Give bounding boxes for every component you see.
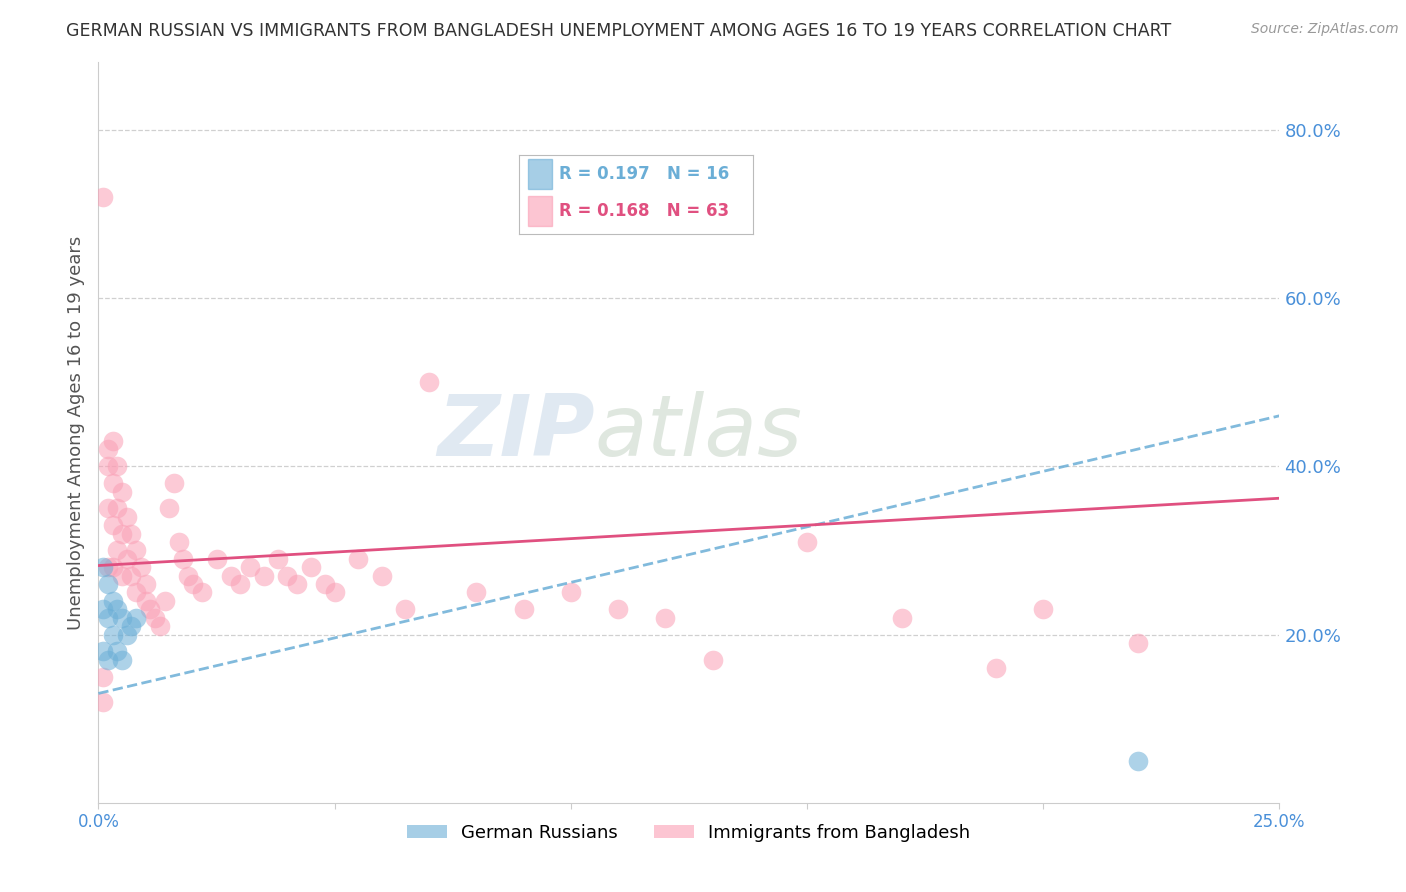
Point bbox=[299, 560, 322, 574]
Point bbox=[91, 560, 114, 574]
Point bbox=[418, 375, 440, 389]
Y-axis label: Unemployment Among Ages 16 to 19 years: Unemployment Among Ages 16 to 19 years bbox=[66, 235, 84, 630]
Text: R = 0.197   N = 16: R = 0.197 N = 16 bbox=[558, 165, 730, 183]
Point bbox=[129, 560, 152, 574]
Text: atlas: atlas bbox=[595, 391, 803, 475]
Bar bbox=[529, 196, 551, 227]
Point bbox=[91, 602, 114, 616]
Point bbox=[167, 535, 190, 549]
Point bbox=[101, 560, 124, 574]
Point bbox=[91, 190, 114, 204]
Point bbox=[347, 551, 370, 566]
Point bbox=[205, 551, 228, 566]
Point bbox=[607, 602, 630, 616]
Point bbox=[654, 610, 676, 624]
Point bbox=[115, 509, 138, 524]
Point bbox=[1032, 602, 1054, 616]
Point bbox=[314, 577, 336, 591]
Legend: German Russians, Immigrants from Bangladesh: German Russians, Immigrants from Banglad… bbox=[401, 817, 977, 849]
Point bbox=[101, 434, 124, 448]
Point bbox=[153, 594, 176, 608]
Point bbox=[135, 577, 157, 591]
Point bbox=[101, 518, 124, 533]
Point bbox=[163, 476, 186, 491]
Point bbox=[229, 577, 252, 591]
Point bbox=[285, 577, 308, 591]
Point bbox=[105, 543, 128, 558]
Point bbox=[101, 594, 124, 608]
Point bbox=[105, 602, 128, 616]
Point bbox=[91, 644, 114, 658]
Point bbox=[1126, 754, 1149, 768]
Point bbox=[91, 670, 114, 684]
Point bbox=[97, 560, 120, 574]
Point bbox=[111, 484, 134, 499]
Point bbox=[177, 568, 200, 582]
Point bbox=[125, 543, 148, 558]
Point bbox=[101, 476, 124, 491]
Text: ZIP: ZIP bbox=[437, 391, 595, 475]
Point bbox=[172, 551, 194, 566]
Point bbox=[465, 585, 488, 599]
Point bbox=[219, 568, 242, 582]
Point bbox=[323, 585, 346, 599]
Point bbox=[111, 526, 134, 541]
Point bbox=[97, 442, 120, 457]
Point bbox=[191, 585, 214, 599]
Point bbox=[371, 568, 394, 582]
Point bbox=[115, 627, 138, 641]
Point bbox=[97, 459, 120, 474]
Point bbox=[97, 653, 120, 667]
Point bbox=[111, 568, 134, 582]
Point bbox=[91, 695, 114, 709]
Point bbox=[560, 585, 582, 599]
Point bbox=[1126, 636, 1149, 650]
Point bbox=[702, 653, 724, 667]
Point bbox=[394, 602, 416, 616]
Point bbox=[115, 551, 138, 566]
Text: Source: ZipAtlas.com: Source: ZipAtlas.com bbox=[1251, 22, 1399, 37]
Point bbox=[105, 459, 128, 474]
Bar bbox=[529, 159, 551, 189]
Point bbox=[890, 610, 912, 624]
Point bbox=[111, 610, 134, 624]
Point bbox=[135, 594, 157, 608]
Point bbox=[111, 653, 134, 667]
Point bbox=[796, 535, 818, 549]
Point bbox=[157, 501, 180, 516]
Point bbox=[97, 577, 120, 591]
Point bbox=[97, 610, 120, 624]
Point bbox=[121, 619, 143, 633]
Point bbox=[105, 644, 128, 658]
Point bbox=[139, 602, 162, 616]
Point bbox=[143, 610, 166, 624]
Point bbox=[253, 568, 276, 582]
Point bbox=[267, 551, 290, 566]
Point bbox=[276, 568, 298, 582]
Point bbox=[101, 627, 124, 641]
Point bbox=[125, 610, 148, 624]
Point bbox=[97, 501, 120, 516]
Point bbox=[125, 585, 148, 599]
Point bbox=[984, 661, 1007, 675]
Point bbox=[149, 619, 172, 633]
Point bbox=[181, 577, 204, 591]
Point bbox=[121, 526, 143, 541]
Text: R = 0.168   N = 63: R = 0.168 N = 63 bbox=[558, 202, 728, 220]
Point bbox=[512, 602, 534, 616]
Text: GERMAN RUSSIAN VS IMMIGRANTS FROM BANGLADESH UNEMPLOYMENT AMONG AGES 16 TO 19 YE: GERMAN RUSSIAN VS IMMIGRANTS FROM BANGLA… bbox=[66, 22, 1171, 40]
Point bbox=[121, 568, 143, 582]
Point bbox=[239, 560, 262, 574]
Point bbox=[105, 501, 128, 516]
